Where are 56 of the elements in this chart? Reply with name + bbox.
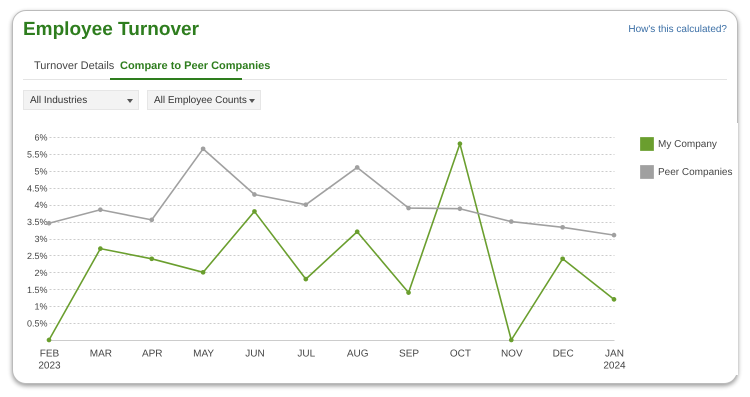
text: Turnover Details — [34, 60, 114, 72]
point — [458, 141, 462, 146]
point — [612, 297, 616, 302]
text: How's this calculated? — [628, 24, 727, 35]
point — [560, 256, 565, 262]
y-tick-label: 1.5% — [26, 284, 48, 295]
x-tick-label: AUG — [346, 348, 369, 360]
chart-title: Employee Turnover — [23, 19, 199, 41]
text: All Industries — [23, 90, 139, 110]
legend-label: Peer Companies — [658, 167, 732, 178]
text: Compare to Peer Companies — [120, 60, 270, 72]
x-tick-label: JUN — [245, 348, 265, 360]
y-tick-label: 1% — [34, 302, 48, 312]
legend-label: My Company — [658, 139, 717, 150]
x-tick-label: OCT — [450, 348, 471, 360]
y-tick-label: 3.5% — [26, 217, 48, 228]
point — [200, 146, 206, 152]
point — [612, 232, 616, 238]
point — [46, 220, 52, 226]
point — [354, 229, 360, 234]
point — [252, 209, 257, 214]
y-tick-label: 2.5% — [26, 250, 48, 261]
point — [303, 276, 308, 282]
x-tick-label: DEC — [552, 348, 574, 360]
x-tick-label: NOV — [500, 348, 523, 360]
y-tick-label: 4.5% — [26, 183, 48, 194]
point — [200, 270, 206, 275]
y-tick-label: 3% — [34, 234, 48, 244]
point — [508, 219, 514, 224]
point — [149, 256, 154, 262]
y-tick-label: 4% — [34, 200, 48, 210]
point — [46, 338, 52, 342]
point — [560, 224, 565, 230]
point — [303, 202, 308, 208]
x-tick-label: MAR — [90, 348, 112, 360]
point — [458, 206, 462, 212]
point — [98, 207, 103, 212]
x-tick-label: APR — [142, 348, 163, 360]
text: All Employee Counts — [147, 90, 261, 110]
y-tick-label: 6% — [34, 132, 48, 142]
y-tick-label: 5% — [34, 166, 48, 176]
point — [508, 338, 514, 342]
x-tick-label: SEP — [399, 348, 420, 360]
y-tick-label: 2% — [34, 268, 48, 278]
x-tick-label: FEB 2023 — [38, 348, 62, 372]
point — [98, 246, 103, 251]
x-tick-label: JAN 2024 — [603, 348, 626, 372]
point — [149, 218, 154, 222]
x-tick-label: JUL — [297, 348, 316, 360]
y-tick-label: 5.5% — [26, 149, 48, 160]
x-tick-label: MAY — [193, 348, 214, 360]
y-tick-label: 0.5% — [26, 318, 48, 329]
point — [406, 290, 411, 295]
point — [252, 192, 257, 197]
point — [354, 165, 360, 170]
point — [406, 206, 411, 210]
